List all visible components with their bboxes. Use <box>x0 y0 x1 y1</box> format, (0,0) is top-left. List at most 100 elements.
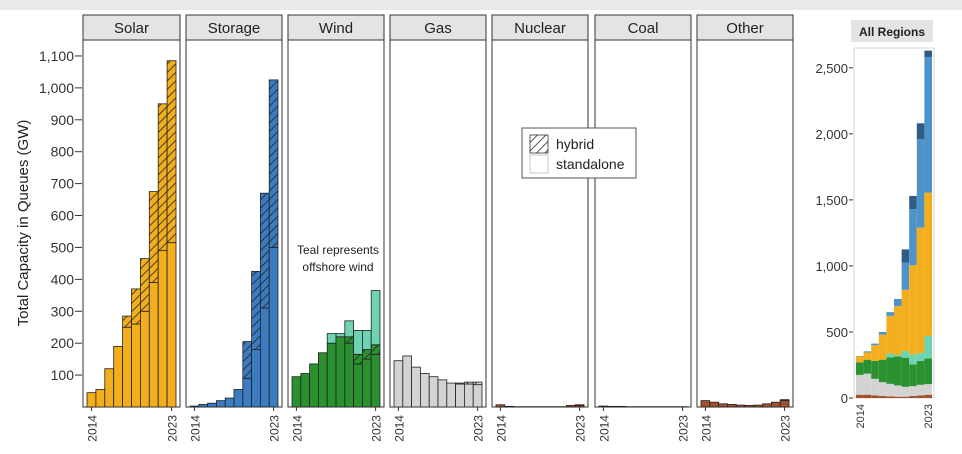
stacked-segment <box>863 373 872 395</box>
x-tick-label: 2023 <box>779 415 793 442</box>
y-tick-label: 900 <box>51 112 75 128</box>
bar-standalone <box>771 401 781 408</box>
facet-panel <box>594 39 692 408</box>
facet-strip <box>594 14 692 41</box>
bar-hybrid-hatch <box>158 103 168 251</box>
bar-standalone <box>207 402 217 408</box>
facet-title: Nuclear <box>514 20 566 37</box>
y-tick-label: 300 <box>51 303 75 319</box>
stacked-segment <box>871 345 879 362</box>
bar-standalone <box>616 405 626 408</box>
stacked-segment <box>924 57 932 193</box>
facet-strip <box>185 14 283 41</box>
bar-offshore <box>370 290 381 346</box>
bar-standalone <box>233 389 244 408</box>
bar-standalone <box>242 377 253 408</box>
bar-standalone <box>95 389 106 408</box>
chart-canvas: Total Capacity in Queues (GW) 100 200 300 40… <box>0 10 962 454</box>
stacked-segment <box>894 385 902 397</box>
bar-standalone <box>326 342 337 408</box>
bar-standalone <box>361 358 372 408</box>
stacked-segment <box>878 334 887 360</box>
x-tick-label: 2023 <box>574 415 588 442</box>
bar-standalone <box>317 352 328 408</box>
y-tick-label: 500 <box>826 325 848 340</box>
stacked-segment <box>871 361 879 379</box>
bar-offshore <box>335 333 346 338</box>
stacked-segment <box>871 343 879 346</box>
stacked-segment <box>886 353 894 358</box>
bar-standalone <box>166 242 177 408</box>
bar-standalone <box>113 345 123 408</box>
stacked-segment <box>909 265 917 355</box>
stacked-segment <box>894 355 902 357</box>
bar-offshore <box>353 330 363 355</box>
stacked-segment <box>886 357 894 384</box>
bar-hybrid-hatch <box>464 382 474 385</box>
stacked-segment <box>856 362 864 375</box>
bar-standalone <box>419 373 430 408</box>
stacked-segment <box>901 357 910 387</box>
bar-offshore <box>344 320 354 338</box>
x-tick-label: 2014 <box>699 415 713 442</box>
bar-standalone <box>472 384 483 408</box>
bar-standalone <box>463 383 474 408</box>
facet-title: Coal <box>628 20 659 37</box>
stacked-segment <box>916 227 925 354</box>
stacked-segment <box>894 356 902 386</box>
stacked-segment <box>924 335 932 359</box>
y-axis-title: Total Capacity in Queues (GW) <box>15 120 32 327</box>
y-tick-label: 1,100 <box>39 48 74 64</box>
stacked-segment <box>856 394 864 398</box>
bar-hybrid-hatch <box>251 271 261 350</box>
y-tick-label: 2,000 <box>815 127 848 142</box>
facet-strip <box>491 14 589 41</box>
facet-strip <box>389 14 487 41</box>
bar-standalone <box>148 282 159 408</box>
stacked-segment <box>886 312 894 316</box>
y-tick-label: 600 <box>51 208 75 224</box>
bar-standalone <box>309 363 319 408</box>
stacked-segment <box>886 396 894 398</box>
stacked-segment <box>856 356 864 363</box>
bar-hybrid-hatch <box>131 288 141 325</box>
stacked-segment <box>894 306 902 356</box>
y-tick-label: 0 <box>841 391 848 406</box>
facet-panel <box>491 39 589 408</box>
facet-title: Storage <box>208 20 261 37</box>
bar-standalone <box>335 336 346 408</box>
stacked-segment <box>901 262 910 290</box>
y-tick-label: 800 <box>51 144 75 160</box>
bar-standalone <box>744 405 755 408</box>
x-tick-label: 2014 <box>392 415 406 442</box>
bar-standalone <box>446 382 456 408</box>
bar-hybrid-hatch <box>140 258 150 312</box>
legend-key-hybrid-hatch <box>530 135 548 153</box>
stacked-segment <box>856 374 864 395</box>
bar-standalone <box>215 400 226 408</box>
bar-standalone <box>122 326 132 408</box>
bar-hybrid-hatch <box>473 382 482 385</box>
bar-hybrid-hatch <box>371 344 380 355</box>
bar-hybrid-hatch <box>353 354 363 364</box>
bar-standalone <box>224 397 235 408</box>
x-tick-label: 2014 <box>855 404 867 428</box>
bar-hybrid-hatch <box>167 60 176 243</box>
x-tick-label: 2014 <box>85 415 99 442</box>
stacked-segment <box>909 195 917 210</box>
x-tick-label: 2023 <box>472 415 486 442</box>
y-tick-label: 100 <box>51 367 75 383</box>
bar-standalone <box>268 247 279 408</box>
bar-standalone <box>566 405 576 408</box>
bar-standalone <box>607 405 617 408</box>
bar-standalone <box>344 342 354 408</box>
facet-panel <box>389 39 487 408</box>
bar-standalone <box>411 366 421 408</box>
stacked-segment <box>901 249 910 263</box>
bar-standalone <box>598 405 609 408</box>
y-tick-label: 1,000 <box>39 80 74 96</box>
bar-standalone <box>131 323 141 408</box>
stacked-segment <box>916 353 925 362</box>
stacked-segment <box>924 192 932 336</box>
x-tick-label: 2014 <box>494 415 508 442</box>
